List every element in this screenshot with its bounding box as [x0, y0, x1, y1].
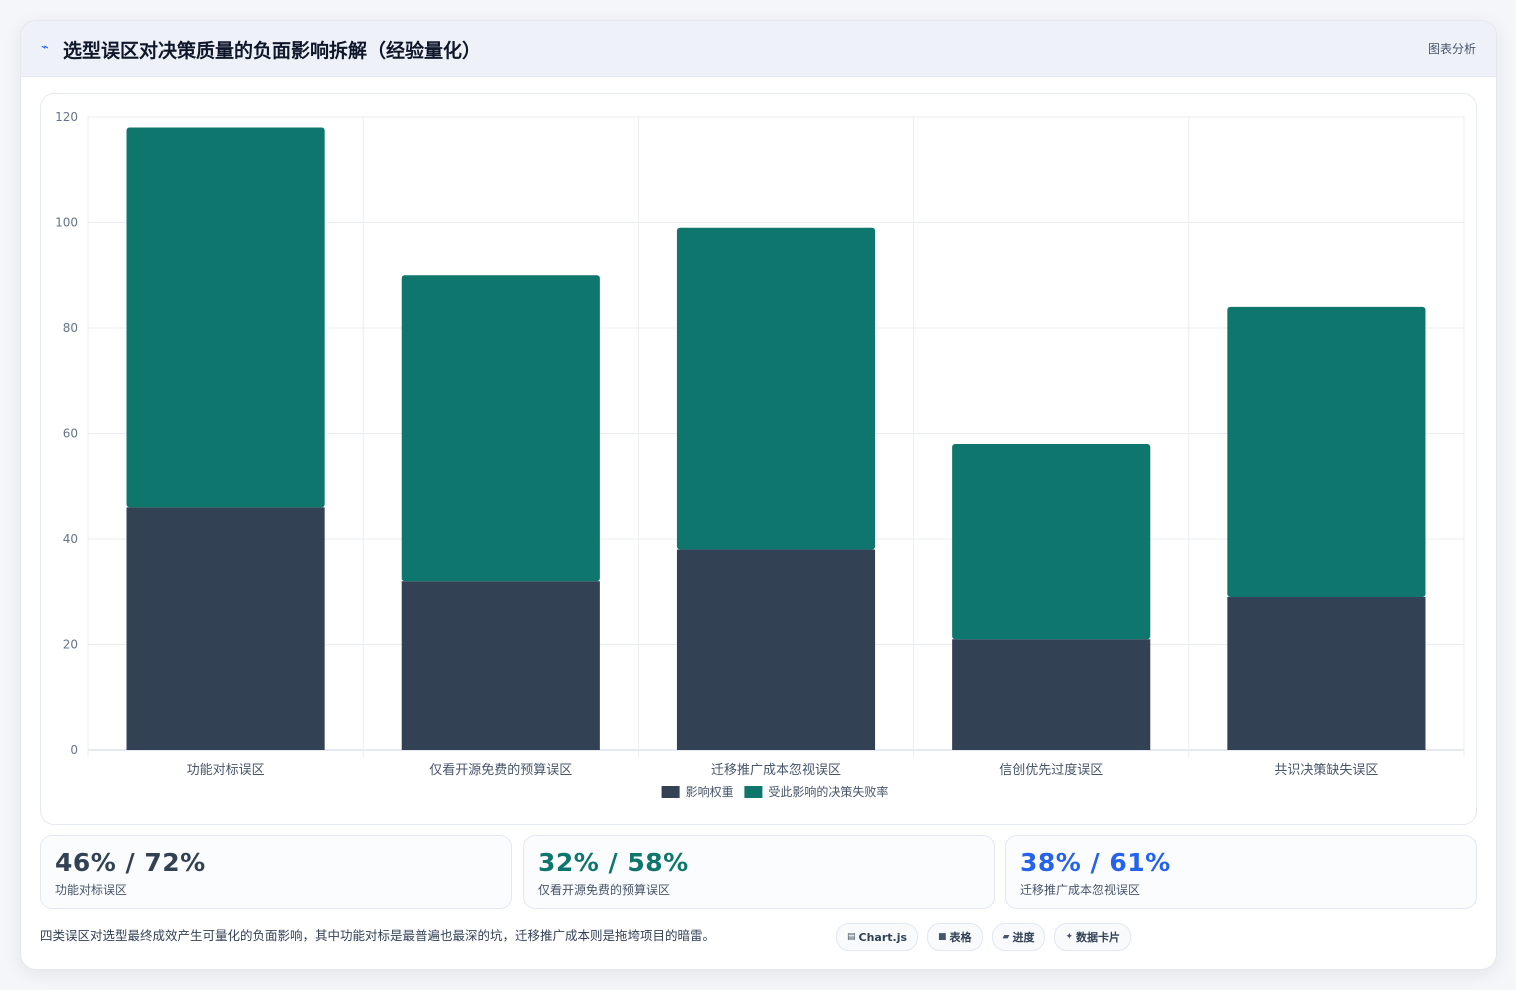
- chip-label: 数据卡片: [1076, 931, 1121, 944]
- bar-segment: [676, 549, 876, 750]
- kpi-label: 功能对标误区: [55, 883, 128, 897]
- x-tick-label: 共识决策缺失误区: [1274, 762, 1378, 778]
- kpi-value: 38% / 61%: [1020, 848, 1171, 877]
- legend-swatch: [661, 786, 680, 798]
- sparkle-icon: ✦: [1065, 932, 1074, 942]
- kpi-card-3: 38% / 61% 迁移推广成本忽视误区: [1005, 835, 1477, 909]
- table-icon: ■: [938, 932, 947, 942]
- chip-data-cards[interactable]: ✦ 数据卡片: [1054, 923, 1132, 951]
- chart-panel: 0 20 40 60 80 100 120 功能对标误区 仅看开源免费的预算误区 迁移推广成本忽视…: [40, 93, 1477, 825]
- bar-segment: [1227, 597, 1426, 750]
- x-tick-label: 信创优先过度误区: [999, 762, 1103, 778]
- chip-label: 表格: [949, 931, 972, 944]
- tool-chips: ▤ Chart.js ■ 表格 ▰ 进度 ✦ 数据卡片: [836, 923, 1132, 951]
- bar-segment: [401, 581, 600, 750]
- bar-segment: [676, 227, 876, 550]
- kpi-value: 46% / 72%: [55, 848, 206, 877]
- kpi-label: 迁移推广成本忽视误区: [1020, 883, 1141, 897]
- card-header: ⌁ 选型误区对决策质量的负面影响拆解（经验量化） 图表分析: [21, 21, 1496, 77]
- chip-label: 进度: [1012, 931, 1035, 944]
- legend-label: 影响权重: [686, 784, 734, 799]
- analysis-card: ⌁ 选型误区对决策质量的负面影响拆解（经验量化） 图表分析 0 20 40 60 80 1…: [20, 20, 1497, 970]
- chip-table[interactable]: ■ 表格: [927, 923, 983, 951]
- kpi-card-1: 46% / 72% 功能对标误区: [40, 835, 512, 909]
- x-tick-label: 功能对标误区: [187, 763, 265, 778]
- y-tick-label: 100: [55, 216, 78, 230]
- header-tag: 图表分析: [1427, 42, 1476, 56]
- kpi-label: 仅看开源免费的预算误区: [538, 883, 671, 897]
- chip-chartjs[interactable]: ▤ Chart.js: [836, 923, 919, 951]
- bar-segment: [401, 275, 600, 582]
- card-title: 选型误区对决策质量的负面影响拆解（经验量化）: [63, 40, 482, 62]
- bar-segment: [1227, 306, 1426, 598]
- x-tick-label: 迁移推广成本忽视误区: [711, 763, 841, 778]
- y-tick-label: 120: [55, 110, 78, 124]
- y-tick-label: 60: [63, 427, 78, 441]
- kpi-value: 32% / 58%: [538, 848, 689, 877]
- chart-line-icon: ⌁: [41, 40, 49, 55]
- kpi-card-2: 32% / 58% 仅看开源免费的预算误区: [523, 835, 995, 909]
- chip-progress[interactable]: ▰ 进度: [991, 923, 1046, 951]
- progress-icon: ▰: [1002, 932, 1010, 942]
- legend-label: 受此影响的决策失败率: [768, 784, 888, 799]
- chart-icon: ▤: [847, 932, 856, 942]
- bar-segment: [952, 639, 1151, 750]
- y-tick-label: 0: [70, 743, 78, 757]
- summary-text: 四类误区对选型最终成效产生可量化的负面影响，其中功能对标是最普遍也最深的坑，迁移…: [40, 928, 716, 943]
- bar-segment: [126, 127, 325, 508]
- bar-segment: [952, 444, 1151, 640]
- legend-swatch: [744, 786, 763, 798]
- y-tick-label: 20: [63, 638, 78, 652]
- y-tick-label: 40: [63, 532, 78, 546]
- y-tick-label: 80: [63, 321, 78, 335]
- chip-label: Chart.js: [858, 930, 908, 944]
- x-tick-label: 仅看开源免费的预算误区: [429, 762, 572, 778]
- bar-segment: [126, 507, 325, 750]
- stacked-bar-chart: 0 20 40 60 80 100 120 功能对标误区 仅看开源免费的预算误区 迁移推广成本忽视…: [55, 110, 1465, 799]
